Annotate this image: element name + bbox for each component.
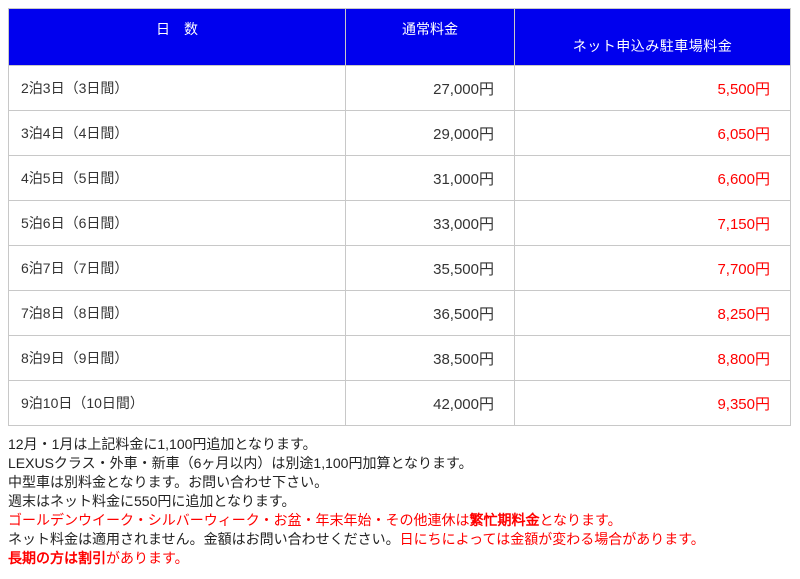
net-price-cell: 9,350円	[514, 380, 791, 426]
note-text: LEXUSクラス・外車・新車（6ヶ月以内）は別途1,100円加算となります。	[8, 455, 473, 471]
days-cell: 4泊5日（5日間）	[8, 155, 346, 201]
table-row: 9泊10日（10日間） 42,000円 9,350円	[8, 380, 791, 426]
net-price-cell: 8,800円	[514, 335, 791, 381]
net-price-cell: 6,600円	[514, 155, 791, 201]
days-cell: 2泊3日（3日間）	[8, 65, 346, 111]
note-busy-season-emphasis: 繁忙期料金	[469, 512, 540, 528]
note-weekend-surcharge: 週末はネット料金に550円に追加となります。	[8, 492, 800, 511]
note-text: ゴールデンウイーク・シルバーウィーク・お盆・年末年始・その他連休は	[8, 512, 470, 528]
table-row: 8泊9日（9日間） 38,500円 8,800円	[8, 335, 791, 381]
net-price-cell: 7,150円	[514, 200, 791, 246]
days-cell: 8泊9日（9日間）	[8, 335, 346, 381]
normal-price-cell: 38,500円	[345, 335, 515, 381]
days-cell: 5泊6日（6日間）	[8, 200, 346, 246]
table-row: 2泊3日（3日間） 27,000円 5,500円	[8, 65, 791, 111]
header-row: 日 数 通常料金 ネット申込み駐車場料金	[8, 8, 791, 66]
days-cell: 6泊7日（7日間）	[8, 245, 346, 291]
note-lexus-foreign-new: LEXUSクラス・外車・新車（6ヶ月以内）は別途1,100円加算となります。	[8, 454, 800, 473]
parking-price-table: 日 数 通常料金 ネット申込み駐車場料金 2泊3日（3日間） 27,000円 5…	[8, 8, 791, 426]
normal-price-cell: 33,000円	[345, 200, 515, 246]
normal-price-cell: 31,000円	[345, 155, 515, 201]
days-cell: 9泊10日（10日間）	[8, 380, 346, 426]
normal-price-cell: 42,000円	[345, 380, 515, 426]
notes-block: 12月・1月は上記料金に1,100円追加となります。 LEXUSクラス・外車・新…	[8, 435, 800, 568]
normal-price-cell: 29,000円	[345, 110, 515, 156]
normal-price-cell: 36,500円	[345, 290, 515, 336]
note-text: 週末はネット料金に550円に追加となります。	[8, 493, 296, 509]
header-normal-price: 通常料金	[345, 8, 515, 66]
note-text: があります。	[106, 550, 189, 566]
note-december-january: 12月・1月は上記料金に1,100円追加となります。	[8, 435, 800, 454]
days-cell: 3泊4日（4日間）	[8, 110, 346, 156]
table-row: 6泊7日（7日間） 35,500円 7,700円	[8, 245, 791, 291]
note-text: 12月・1月は上記料金に1,100円追加となります。	[8, 436, 317, 452]
note-busy-season: ゴールデンウイーク・シルバーウィーク・お盆・年末年始・その他連休は繁忙期料金とな…	[8, 511, 800, 530]
net-price-cell: 7,700円	[514, 245, 791, 291]
days-cell: 7泊8日（8日間）	[8, 290, 346, 336]
note-midsize-car: 中型車は別料金となります。お問い合わせ下さい。	[8, 473, 800, 492]
table-row: 3泊4日（4日間） 29,000円 6,050円	[8, 110, 791, 156]
note-net-price-not-applied: ネット料金は適用されません。金額はお問い合わせください。日にちによっては金額が変…	[8, 530, 800, 549]
note-price-may-change: 日にちによっては金額が変わる場合があります。	[399, 531, 705, 547]
normal-price-cell: 35,500円	[345, 245, 515, 291]
note-long-term-discount: 長期の方は割引があります。	[8, 549, 800, 568]
normal-price-cell: 27,000円	[345, 65, 515, 111]
note-text: 中型車は別料金となります。お問い合わせ下さい。	[8, 474, 329, 490]
net-price-cell: 5,500円	[514, 65, 791, 111]
header-days: 日 数	[8, 8, 346, 66]
table-row: 5泊6日（6日間） 33,000円 7,150円	[8, 200, 791, 246]
header-net-price: ネット申込み駐車場料金	[514, 8, 791, 66]
net-price-cell: 6,050円	[514, 110, 791, 156]
table-row: 4泊5日（5日間） 31,000円 6,600円	[8, 155, 791, 201]
note-discount-emphasis: 長期の方は割引	[8, 550, 106, 566]
note-text: ネット料金は適用されません。金額はお問い合わせください。	[8, 531, 400, 547]
net-price-cell: 8,250円	[514, 290, 791, 336]
table-row: 7泊8日（8日間） 36,500円 8,250円	[8, 290, 791, 336]
note-text: となります。	[539, 512, 622, 528]
